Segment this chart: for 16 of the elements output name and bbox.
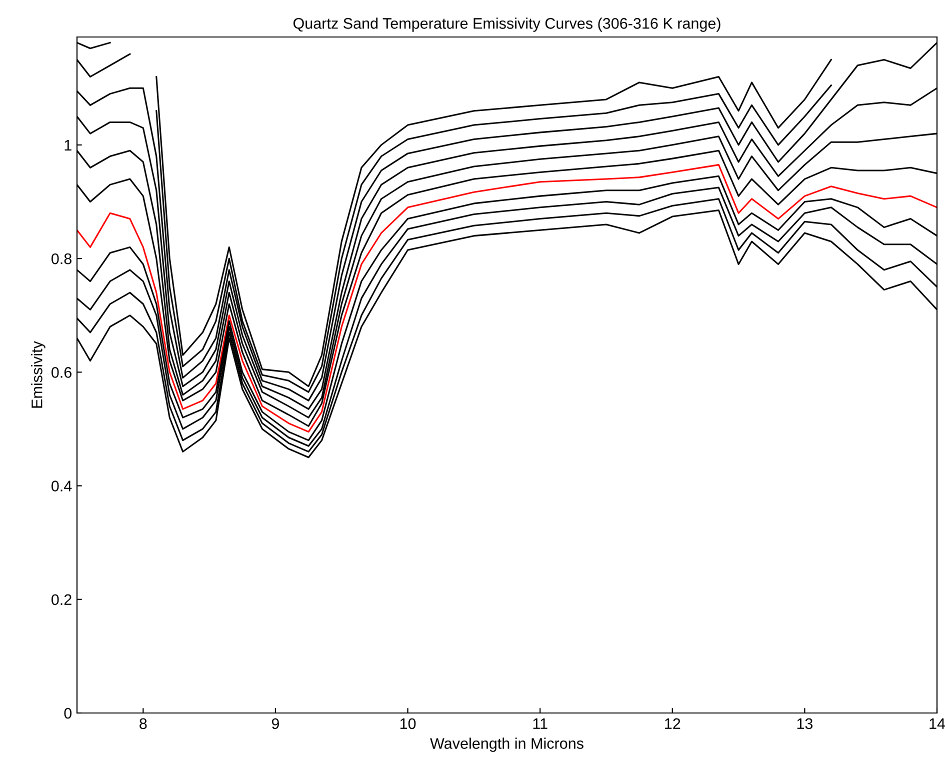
x-tick-label: 13 <box>797 718 813 730</box>
chart-title: Quartz Sand Temperature Emissivity Curves (306-316 K range) <box>293 18 720 32</box>
y-tick-label: 0.6 <box>52 367 72 378</box>
y-axis-title: Emissivity <box>31 341 46 408</box>
x-tick-label: 10 <box>400 718 416 730</box>
x-tick-label: 14 <box>930 718 946 729</box>
y-tick-label: 0.4 <box>52 480 72 492</box>
y-tick-label: 0.2 <box>52 594 72 606</box>
y-tick-label: 0 <box>64 708 72 719</box>
x-tick-label: 8 <box>140 718 147 730</box>
x-tick-label: 11 <box>533 718 548 729</box>
y-tick-label: 0.8 <box>52 253 72 264</box>
y-tick-label: 1 <box>64 140 72 150</box>
x-tick-label: 9 <box>272 718 279 730</box>
x-tick-label: 12 <box>665 718 680 729</box>
x-axis-title: Wavelength in Microns <box>430 738 584 752</box>
